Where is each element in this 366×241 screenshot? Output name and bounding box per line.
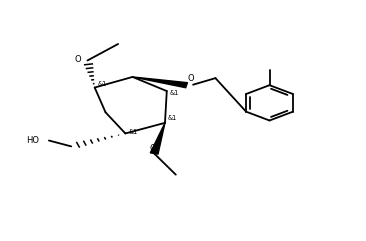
Text: &1: &1 [129,129,138,135]
Text: O: O [74,55,81,64]
Text: O: O [188,74,194,83]
Text: &1: &1 [97,80,107,87]
Polygon shape [132,77,187,88]
Text: &1: &1 [169,90,179,96]
Text: HO: HO [26,135,39,145]
Polygon shape [150,123,165,154]
Text: &1: &1 [168,115,177,121]
Text: O: O [149,144,156,153]
